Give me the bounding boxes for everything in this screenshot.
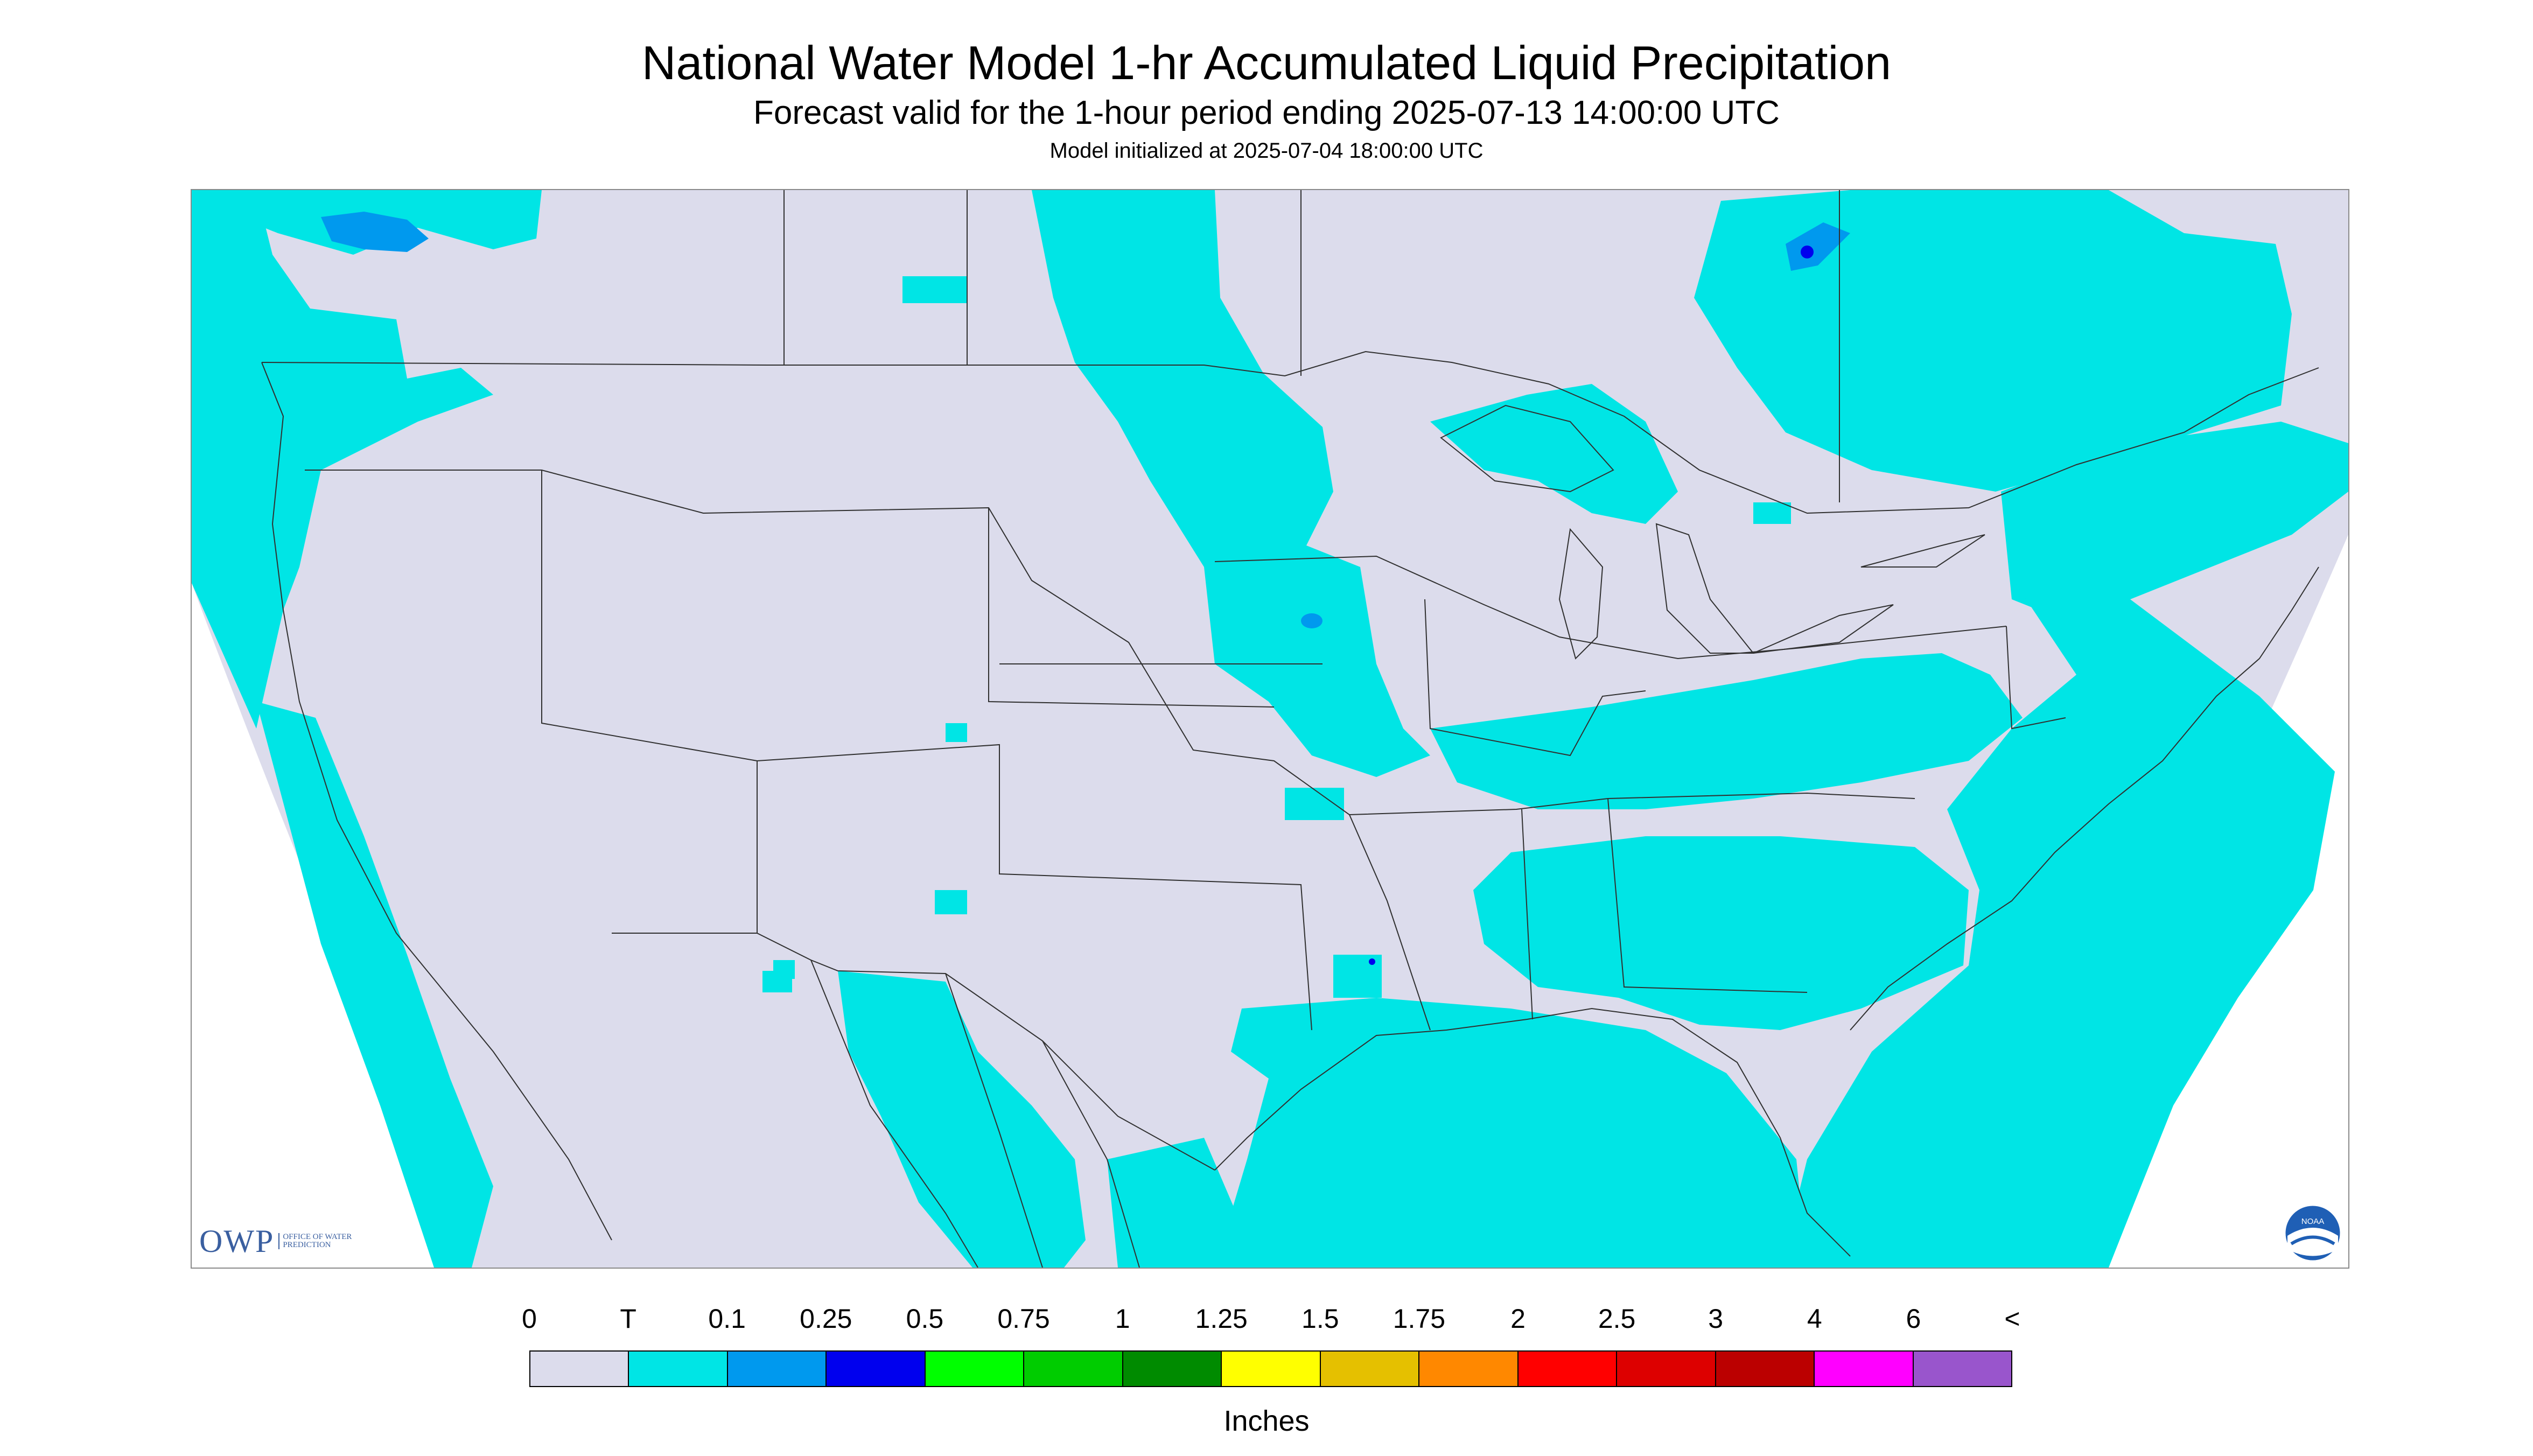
trace-area-northeast [2001,422,2348,621]
forecast-valid-subtitle: Forecast valid for the 1-hour period end… [753,94,1780,131]
trace-area-mexico-central [1107,1138,1236,1268]
moderate-precip-areas [1369,246,1814,965]
great-lakes-outline [1440,404,1985,660]
us-canada-border [261,351,2319,514]
legend-swatch [1518,1352,1618,1386]
legend-tick-label: 2.5 [1598,1304,1636,1334]
legend-tick-label: < [2004,1304,2020,1334]
map-title: National Water Model 1-hr Accumulated Li… [641,36,1892,89]
owp-logo-mark: OWP [199,1223,275,1259]
us-mexico-border [612,933,1215,1171]
legend-tick-label: 1.25 [1195,1304,1248,1334]
outside-domain-left [192,583,472,1268]
map-svg [192,190,2348,1268]
trace-area-gulf [1215,998,1807,1268]
trace-cell [773,960,795,979]
legend-tick-label: 3 [1708,1304,1724,1334]
noaa-logo-text: NOAA [2301,1217,2325,1226]
legend-colorbar [529,1350,2012,1387]
legend-tick-label: 4 [1807,1304,1822,1334]
legend-swatch [1320,1352,1420,1386]
trace-precip-areas [192,190,2348,1268]
legend-tick-label: 6 [1906,1304,1921,1334]
trace-area-midwest-east [1430,653,2023,809]
legend-swatch [1222,1352,1321,1386]
legend-tick-label: 0.1 [708,1304,746,1334]
legend-swatch [530,1352,629,1386]
legend-swatch [1617,1352,1716,1386]
trace-cell [1506,869,1554,906]
trace-area-atlantic [1780,578,2335,1268]
state-borders [305,470,2066,1031]
legend-tick-label: 1 [1115,1304,1130,1334]
legend-tick-label: 2 [1510,1304,1526,1334]
legend-tick-label: 1.5 [1302,1304,1339,1334]
coastline-west [261,362,612,1241]
trace-area-northwest-mexico [838,971,1086,1268]
owp-logo: OWP OFFICE OF WATER PREDICTION [199,1222,363,1260]
legend-tick-label: 0 [522,1304,537,1334]
light-precip-area-quebec [1786,222,1850,271]
legend-swatch [1815,1352,1914,1386]
legend-tick-label: 1.75 [1393,1304,1446,1334]
trace-cell [892,1009,929,1035]
legend-swatch [1913,1352,2012,1386]
legend-tick-label: 0.5 [906,1304,944,1334]
light-precip-area-canada-west [321,212,429,252]
legend-swatch [727,1352,827,1386]
legend-swatch [1024,1352,1123,1386]
moderate-precip-louisiana [1369,958,1375,965]
outside-domain-right [2006,535,2348,1268]
owp-logo-subtext: OFFICE OF WATER PREDICTION [278,1233,363,1249]
light-precip-area-iowa [1301,613,1323,628]
trace-cell [902,276,967,303]
trace-cell [1753,502,1791,524]
coastline-east [1850,566,2319,1031]
canada-province-lines [783,190,1840,502]
legend-swatch [629,1352,728,1386]
model-init-note: Model initialized at 2025-07-04 18:00:00… [1049,139,1484,163]
legend-labels: 0 T 0.1 0.25 0.5 0.75 1 1.25 1.5 1.75 2 2.5 3 4 6 < [0,1303,2533,1341]
trace-area-great-lakes [1430,384,1678,524]
legend-tick-label: T [620,1304,636,1334]
noaa-logo: NOAA [2284,1204,2342,1262]
trace-cell [946,723,967,742]
trace-area-northern-plains [1032,190,1430,777]
trace-cell [935,890,967,914]
trace-area-pacific-offshore [256,702,493,1268]
political-boundaries [261,190,2319,1268]
legend-swatch [827,1352,926,1386]
legend-swatch [1419,1352,1519,1386]
trace-area-pacific-northwest [192,190,493,729]
precipitation-map [191,189,2349,1269]
moderate-precip-quebec [1801,246,1814,258]
trace-area-southeast [1473,836,1969,1030]
coastline-gulf [1214,1007,1851,1257]
legend-swatch [1716,1352,1815,1386]
light-precip-areas [321,212,1850,628]
mexico-interior-lines [810,960,1140,1268]
legend-tick-label: 0.25 [800,1304,852,1334]
legend-tick-label: 0.75 [997,1304,1050,1334]
legend-units: Inches [1223,1405,1310,1437]
trace-area-quebec [1694,190,2292,492]
legend-swatch [925,1352,1025,1386]
legend-swatch [1123,1352,1222,1386]
